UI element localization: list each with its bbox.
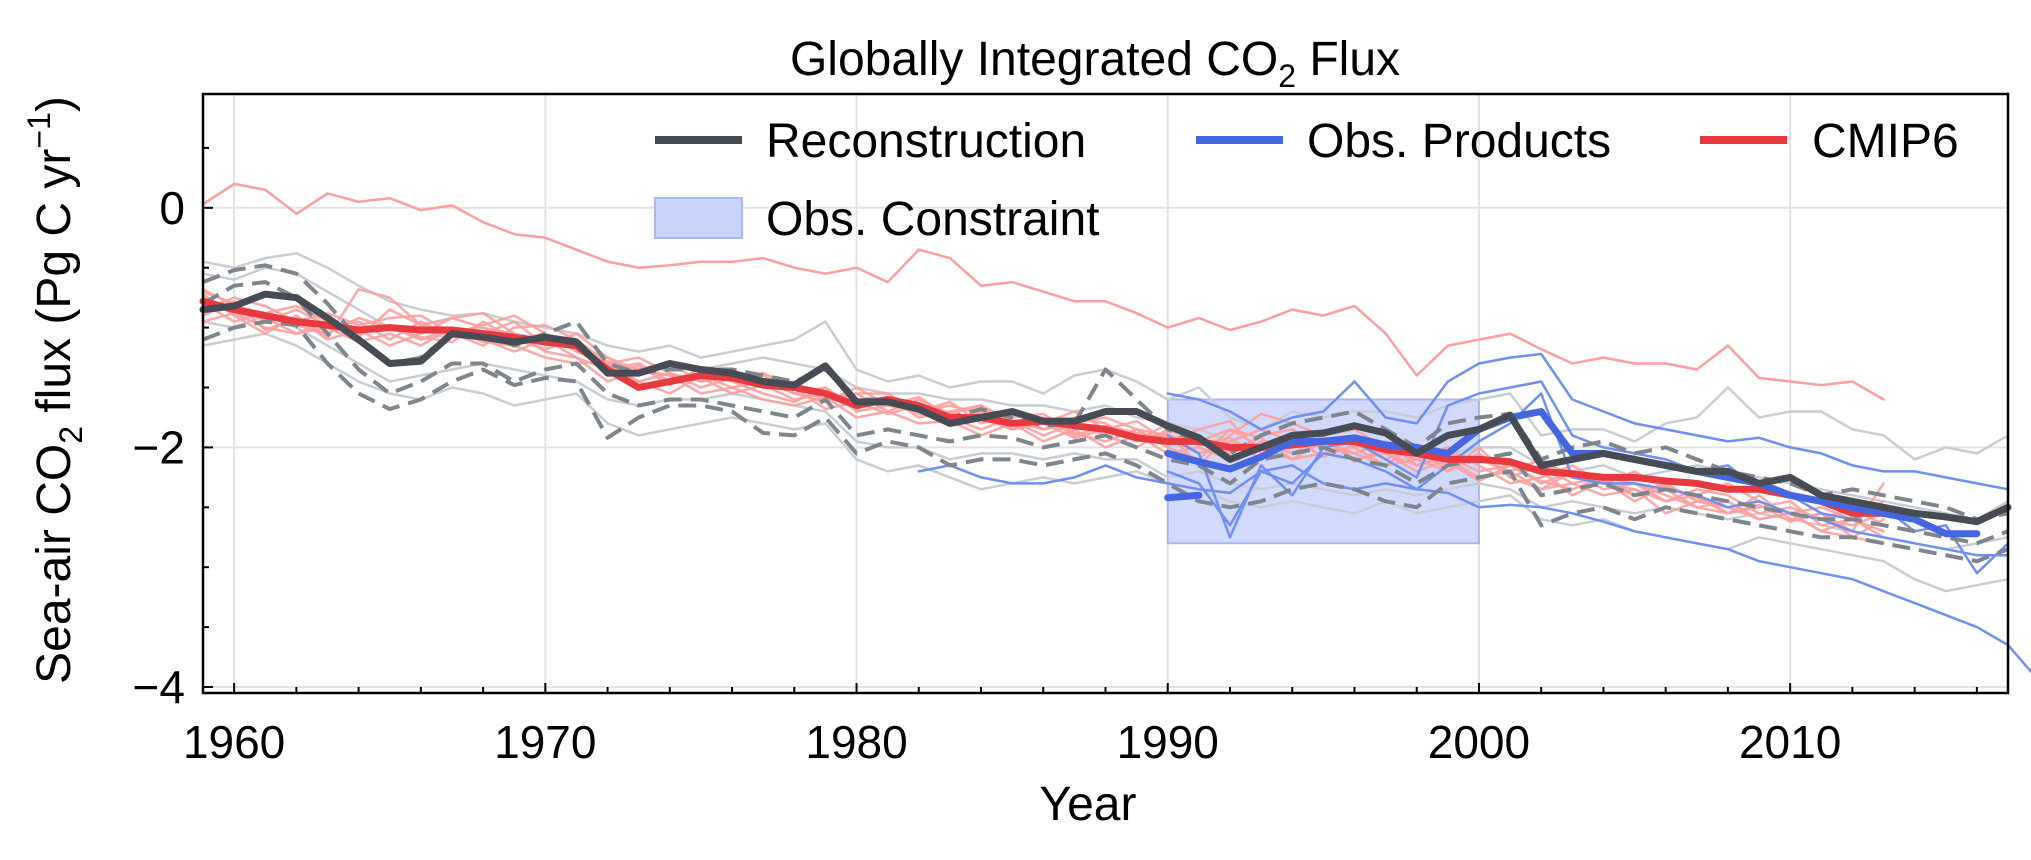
obs-constraint-band-layer	[1166, 398, 1480, 545]
ensemble-member-line	[1166, 392, 2010, 557]
series-line-reconstruction	[199, 290, 2012, 526]
legend-swatch-obs-constraint	[654, 197, 743, 239]
ensemble-member-line	[202, 319, 2009, 564]
y-tick-label: 0	[159, 182, 185, 234]
x-tick-label: 1960	[183, 716, 285, 768]
legend-label-cmip6: CMIP6	[1812, 115, 1959, 168]
axes: 1960 1970 1980 1990 2000 2010 0 −2 −4	[133, 92, 2010, 768]
x-axis-label: Year	[1040, 778, 1137, 831]
obs-constraint-band	[1166, 398, 1480, 545]
ensemble-member-line	[201, 266, 2010, 521]
legend-label-obs-products: Obs. Products	[1307, 115, 1611, 168]
x-tick-label: 1970	[494, 716, 596, 768]
ensemble-member-line	[917, 464, 2031, 674]
x-tick-label: 2000	[1428, 716, 1530, 768]
series-lines	[199, 182, 2031, 674]
x-tick-label: 1990	[1117, 716, 1219, 768]
chart-title: Globally Integrated CO2 Flux	[790, 33, 1400, 94]
y-axis-label: Sea-air CO2 flux (Pg C yr−1)	[21, 96, 89, 684]
legend: Reconstruction Obs. Products CMIP6 Obs. …	[654, 115, 1959, 246]
ensemble-member-line	[1164, 491, 1203, 502]
plot-frame	[201, 92, 2010, 695]
ensemble-member-line	[201, 288, 1885, 539]
ensemble-member-line	[202, 280, 2009, 546]
ensemble-member-line	[201, 182, 1885, 401]
ensemble-member-line	[1166, 352, 2010, 491]
legend-label-reconstruction: Reconstruction	[766, 115, 1086, 168]
y-tick-label: −4	[133, 661, 185, 713]
grid-lines	[203, 94, 2008, 693]
series-line-obs-products	[1164, 408, 1981, 538]
legend-label-obs-constraint: Obs. Constraint	[766, 193, 1099, 246]
x-tick-label: 1980	[805, 716, 907, 768]
y-tick-label: −2	[133, 421, 185, 473]
x-tick-label: 2010	[1739, 716, 1841, 768]
